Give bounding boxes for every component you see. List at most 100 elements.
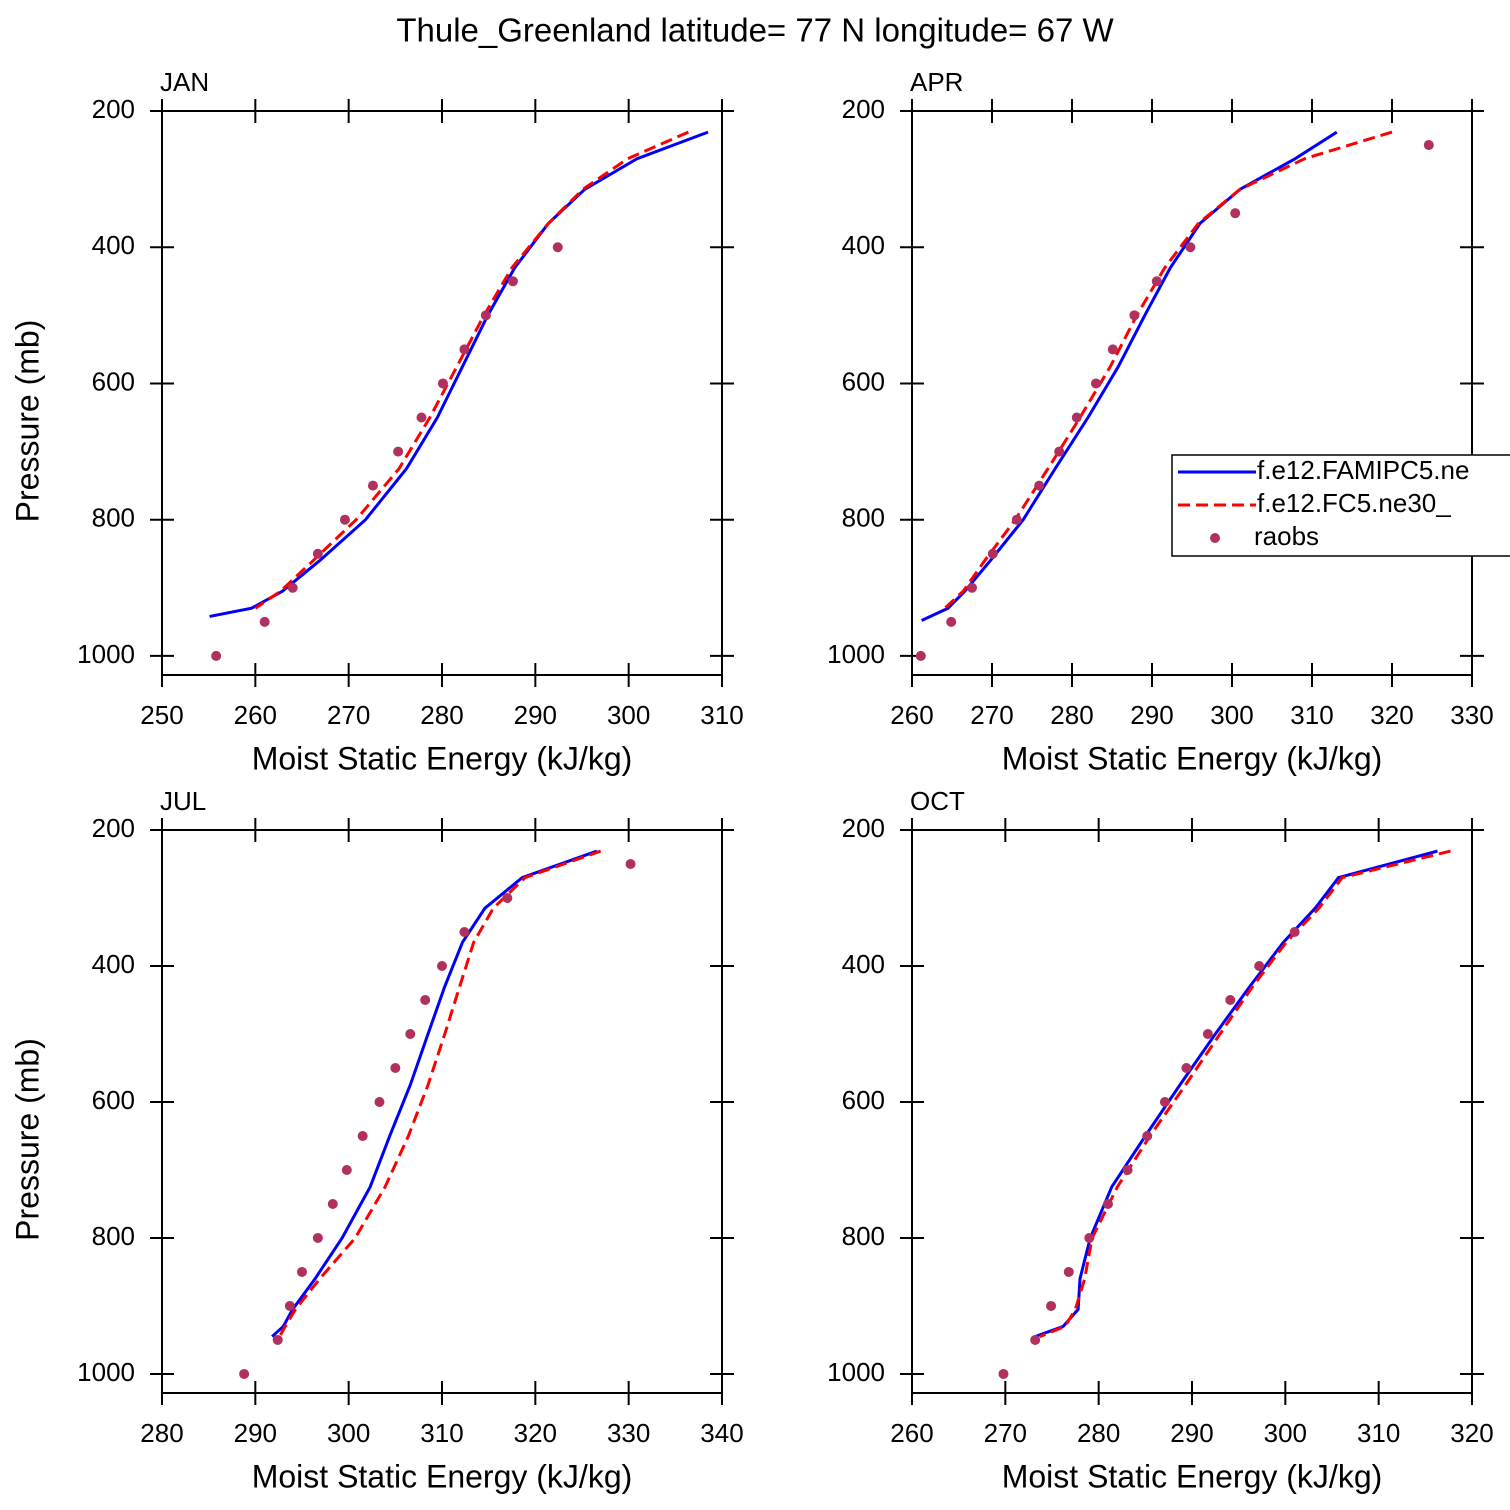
data-point [1129,310,1140,321]
data-line [1039,849,1451,1338]
data-point [1225,994,1236,1005]
data-point [437,960,447,971]
data-point [1254,960,1265,971]
y-tick-label: 400 [92,230,135,260]
legend-label: f.e12.FAMIPC5.ne [1257,455,1469,485]
x-tick-label: 260 [234,700,277,730]
data-point [367,480,378,491]
x-tick-label: 310 [700,700,743,730]
data-point [1122,1164,1133,1175]
data-point [374,1096,385,1107]
x-tick-label: 300 [327,1418,370,1448]
x-tick-label: 280 [1050,700,1093,730]
panel: OCT Moist Static Energy (kJ/kg) 260 270 280 2… [827,786,1494,1495]
data-point [1063,1266,1074,1277]
plot-frame [911,110,1473,676]
x-tick-label: 290 [1170,1418,1213,1448]
data-point [284,1300,295,1311]
data-line [254,130,690,610]
data-point [390,1062,401,1073]
data-point [259,616,270,627]
y-tick-label: 600 [842,366,885,396]
data-point [507,276,518,287]
panel-title: JUL [160,786,206,816]
x-tick-label: 280 [420,700,463,730]
data-point [502,892,513,903]
y-tick-label: 600 [842,1085,885,1115]
data-point [357,1130,368,1141]
y-axis-label: Pressure (mb) [9,320,45,523]
data-point [239,1368,250,1379]
y-tick-label: 200 [92,813,135,843]
x-axis-label: Moist Static Energy (kJ/kg) [1002,1458,1383,1494]
data-point [625,858,636,869]
x-tick-label: 270 [970,700,1013,730]
x-tick-label: 280 [140,1418,183,1448]
x-tick-label: 260 [890,1418,933,1448]
y-tick-label: 200 [92,94,135,124]
panel: JUL Moist Static Energy (kJ/kg) Pressure (… [9,786,743,1495]
data-point [1181,1062,1192,1073]
y-tick-label: 1000 [77,1357,135,1387]
y-tick-label: 1000 [827,1357,885,1387]
data-point [1151,276,1162,287]
x-tick-label: 290 [234,1418,277,1448]
data-line [209,130,709,618]
data-point [967,582,977,593]
plot-frame [911,829,1473,1394]
data-line [278,849,602,1338]
data-point [327,1198,338,1209]
panel-title: APR [910,67,963,97]
data-point [552,242,563,253]
data-point [416,412,427,423]
x-tick-label: 310 [1290,700,1333,730]
y-tick-label: 1000 [827,639,885,669]
x-tick-label: 290 [1130,700,1173,730]
data-point [998,1368,1009,1379]
data-point [1030,1334,1041,1345]
y-tick-label: 400 [842,949,885,979]
x-tick-label: 280 [1077,1418,1120,1448]
data-point [915,650,926,661]
x-tick-label: 310 [420,1418,463,1448]
data-point [987,548,998,559]
data-point [312,1232,323,1243]
data-point [1202,1028,1213,1039]
data-point [480,310,491,321]
data-point [1054,446,1065,457]
y-tick-label: 800 [92,503,135,533]
data-point [1084,1232,1095,1243]
data-point [341,1164,352,1175]
data-line [271,849,598,1338]
data-point [339,514,350,525]
data-point [287,582,298,593]
x-tick-label: 310 [1357,1418,1400,1448]
x-tick-label: 290 [514,700,557,730]
data-point [1423,140,1434,151]
y-axis-label: Pressure (mb) [9,1038,45,1241]
panel-title: OCT [910,786,965,816]
y-tick-label: 600 [92,366,135,396]
figure-title: Thule_Greenland latitude= 77 N longitude… [396,12,1114,49]
data-point [405,1028,416,1039]
data-point [1230,208,1241,219]
y-tick-label: 200 [842,813,885,843]
data-point [946,616,957,627]
y-tick-label: 800 [842,503,885,533]
x-axis-label: Moist Static Energy (kJ/kg) [252,1458,633,1494]
data-point [1034,480,1045,491]
legend-marker [1210,533,1220,543]
x-tick-label: 300 [1264,1418,1307,1448]
x-axis-label: Moist Static Energy (kJ/kg) [252,740,633,776]
x-tick-label: 320 [1370,700,1413,730]
data-point [211,650,222,661]
x-tick-label: 320 [514,1418,557,1448]
y-tick-label: 800 [92,1221,135,1251]
data-point [272,1334,283,1345]
y-tick-label: 600 [92,1085,135,1115]
y-tick-label: 800 [842,1221,885,1251]
data-point [297,1266,307,1277]
data-point [1071,412,1082,423]
panel: APR Moist Static Energy (kJ/kg) 260 270 280 2… [827,67,1510,776]
data-point [1046,1300,1057,1311]
